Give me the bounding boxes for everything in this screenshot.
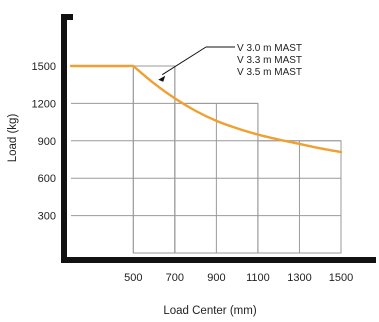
y-tick-label: 1500 — [32, 61, 56, 73]
capacity-box — [257, 140, 342, 254]
annotation-line: V 3.0 m MAST — [237, 43, 302, 54]
leader-line — [161, 46, 207, 76]
arrowhead — [158, 75, 166, 82]
y-tick-label: 300 — [38, 211, 56, 223]
y-tick-labels: 300 600 900 1200 1500 — [32, 61, 56, 223]
chart-grid — [71, 65, 342, 253]
x-tick-label: 1300 — [287, 272, 311, 284]
x-tick-labels: 500 700 900 1100 1300 1500 — [124, 272, 353, 284]
series-line — [69, 64, 343, 154]
x-tick-label: 500 — [124, 272, 142, 284]
chart-frame — [61, 14, 376, 263]
y-tick-label: 1200 — [32, 98, 56, 110]
y-tick-label: 600 — [38, 173, 56, 185]
x-tick-label: 1500 — [329, 272, 353, 284]
axis-cap — [61, 14, 73, 20]
x-tick-label: 900 — [207, 272, 225, 284]
x-tick-label: 700 — [166, 272, 184, 284]
chart-series — [69, 64, 343, 154]
y-axis-title: Load (kg) — [7, 114, 19, 163]
capacity-boxes — [132, 65, 342, 254]
x-axis-title: Load Center (mm) — [163, 305, 256, 317]
x-tick-label: 1100 — [246, 272, 270, 284]
axis-frame — [61, 14, 376, 263]
annotation-line: V 3.5 m MAST — [237, 67, 302, 78]
y-tick-label: 900 — [38, 136, 56, 148]
annotation-line: V 3.3 m MAST — [237, 55, 302, 66]
